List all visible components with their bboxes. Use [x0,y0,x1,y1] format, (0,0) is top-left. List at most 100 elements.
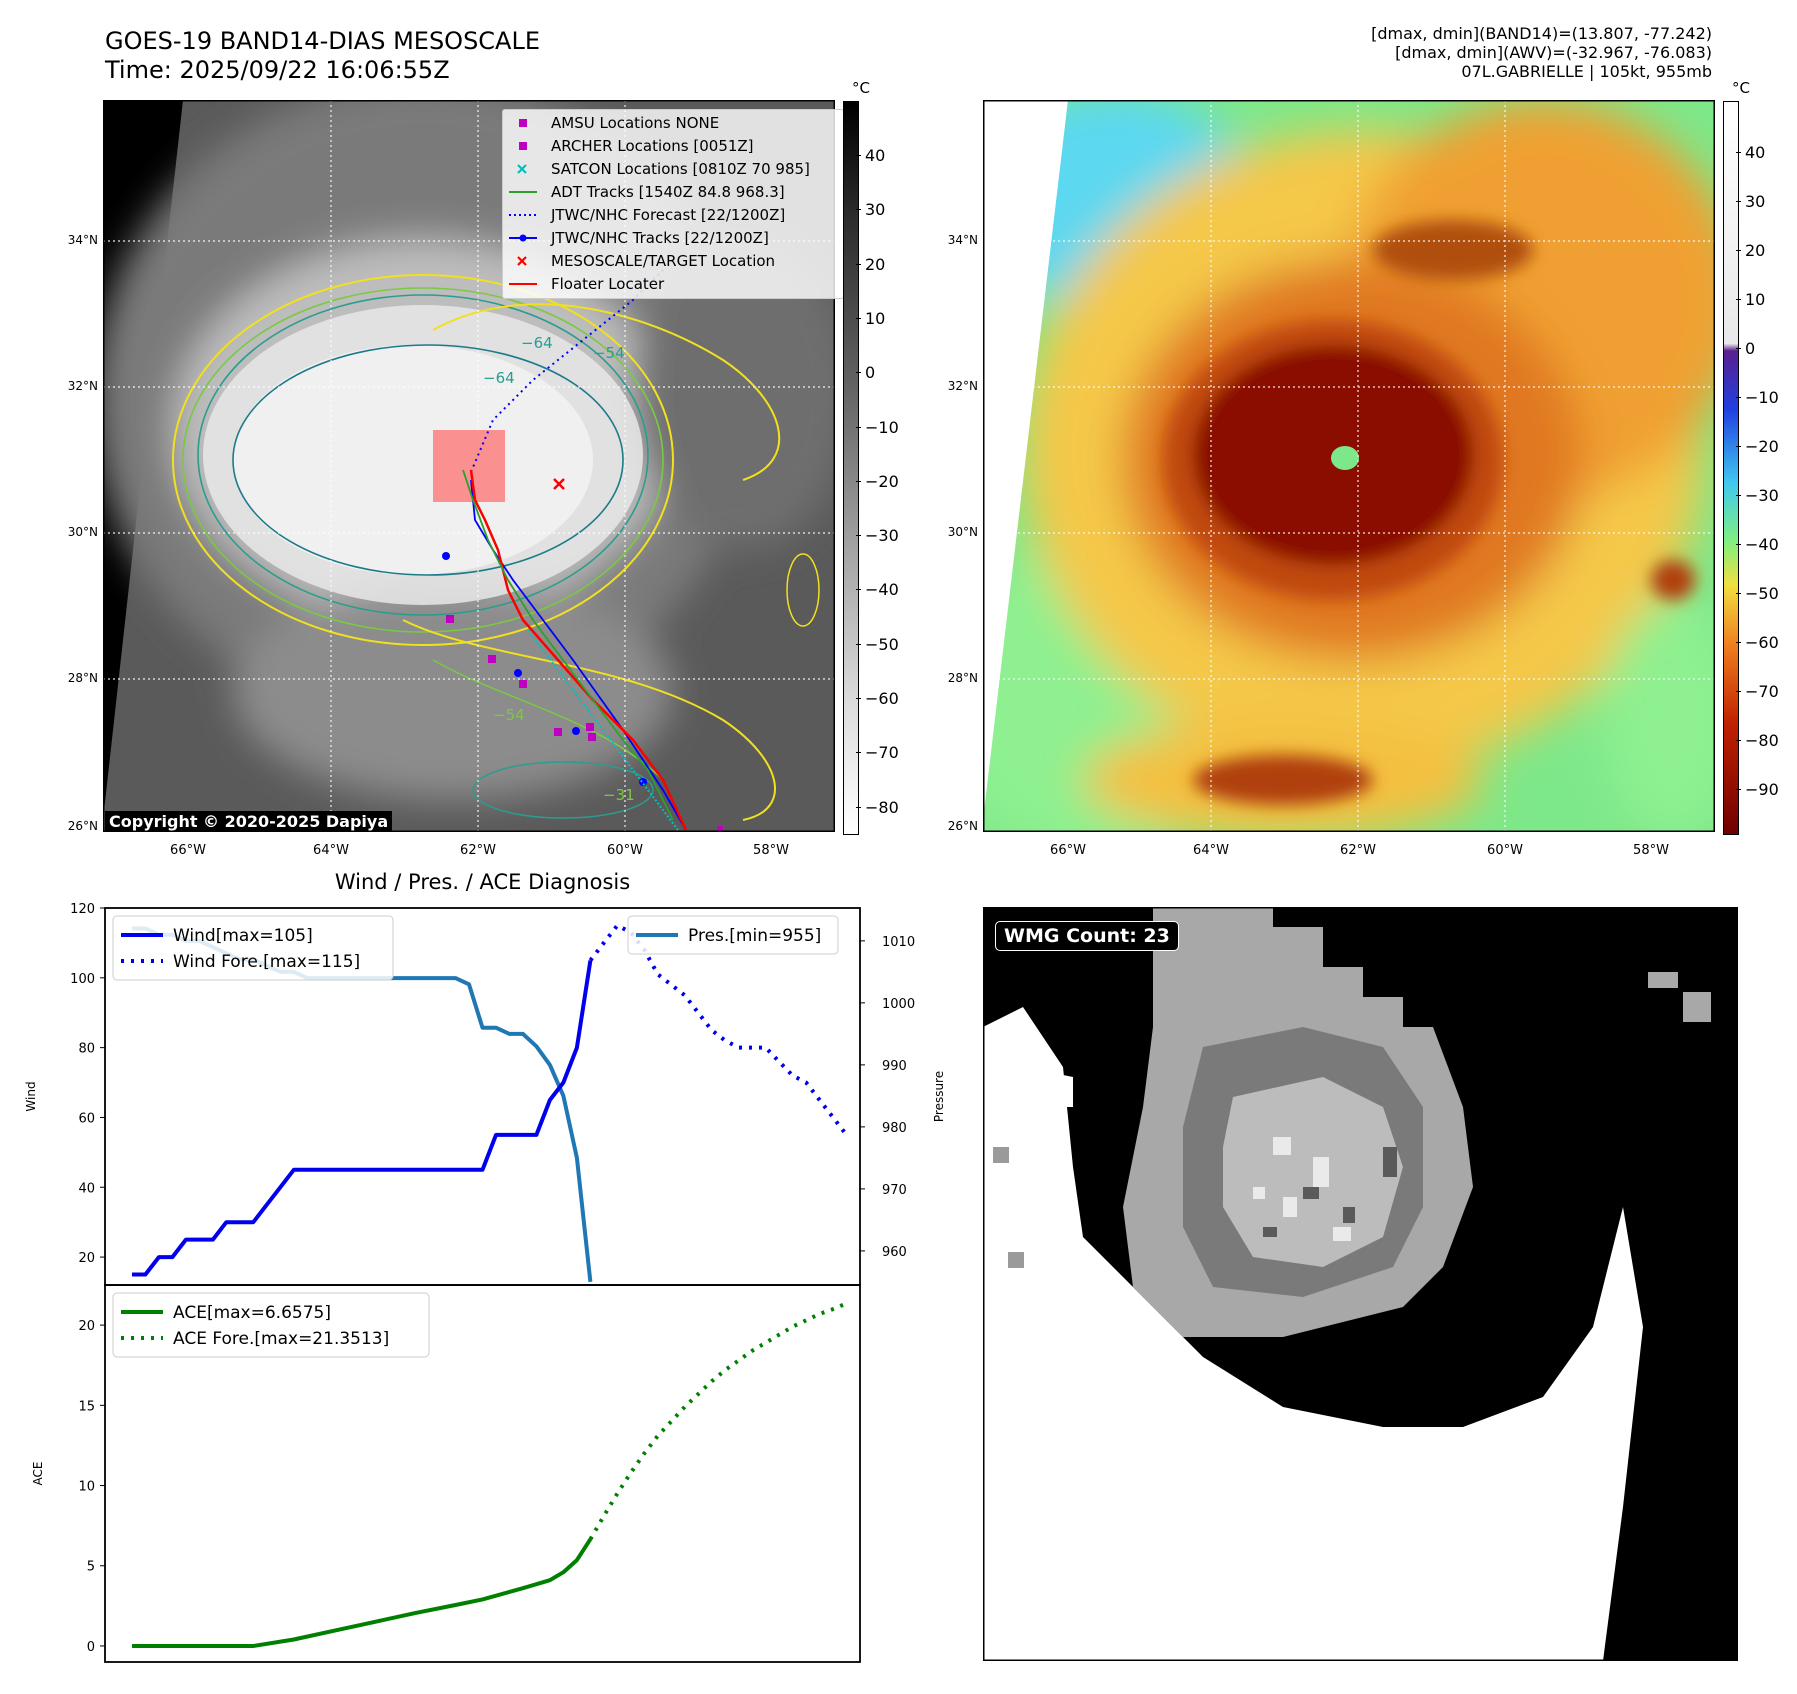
legend-item: MESOSCALE/TARGET Location [517,252,775,270]
lat-label: 26°N [67,819,98,833]
hurricane-eye [1331,446,1359,470]
y-tick-label: 15 [78,1399,95,1414]
contour-label: −31 [603,786,635,804]
legend-item: JTWC/NHC Forecast [22/1200Z] [509,206,785,224]
y-tick-label: 20 [78,1319,95,1334]
chart-legend-label: Wind[max=105] [173,926,313,946]
figure-time: Time: 2025/09/22 16:06:55Z [105,56,450,84]
legend-marker-x [517,164,527,174]
band14-lat-labels: 34°N 32°N 30°N 28°N 26°N [40,100,102,840]
lat-label: 32°N [947,379,978,393]
wind-forecast-series [588,923,849,1137]
lon-label: 62°W [460,843,496,858]
y-tick-label: 5 [87,1560,95,1575]
colorbar-tick-mark [1736,201,1741,202]
colorbar-tick-mark [856,643,861,645]
colorbar-tick-label: −70 [1745,682,1779,701]
lon-label: 60°W [1487,843,1523,858]
colorbar-tick-label: −20 [1745,437,1779,456]
contour-label: −64 [521,334,553,352]
legend-label: MESOSCALE/TARGET Location [551,252,775,270]
colorbar-tick-label: −70 [865,743,899,763]
storm-info: 07L.GABRIELLE | 105kt, 955mb [1461,62,1712,81]
legend-label: JTWC/NHC Forecast [22/1200Z] [550,206,785,224]
colorbar-tick-mark [1736,348,1741,349]
legend-marker-square [519,119,527,127]
colorbar-tick-label: 10 [1745,290,1766,309]
legend-label: ARCHER Locations [0051Z] [551,137,754,155]
colorbar-tick-mark [856,752,861,754]
colorbar-tick-mark [1736,642,1741,643]
lon-label: 58°W [1633,843,1669,858]
colorbar-tick-mark [1736,691,1741,692]
band14-colorbar-unit: °C [852,79,870,97]
colorbar-tick-mark [856,372,861,374]
legend-item: ARCHER Locations [0051Z] [519,137,754,155]
colorbar-tick-mark [856,535,861,537]
y2-tick-label: 1000 [882,997,915,1012]
lon-label: 60°W [607,843,643,858]
chart-legend: Wind[max=105] Wind Fore.[max=115] [112,915,394,981]
map-legend: AMSU Locations NONE ARCHER Locations [005… [502,109,844,299]
contour-label: −64 [483,369,515,387]
awv-stats: [dmax, dmin](AWV)=(-32.967, -76.083) [1395,43,1712,62]
awv-lon-labels: 66°W 64°W 62°W 60°W 58°W [983,843,1715,863]
lon-label: 62°W [1340,843,1376,858]
ace-plot-frame [104,1284,861,1663]
colorbar-tick-mark [856,209,861,211]
colorbar-tick-label: −10 [1745,388,1779,407]
colorbar-tick-label: −50 [1745,584,1779,603]
lon-label: 66°W [170,843,206,858]
colorbar-tick-mark [1736,740,1741,741]
ace-axis-label: ACE [31,1462,45,1486]
colorbar-tick-mark [856,317,861,319]
colorbar-tick-mark [856,698,861,699]
band14-colorbar [843,101,859,835]
ace-forecast-series [588,1301,848,1541]
lat-label: 34°N [67,233,98,247]
chart-legend: ACE[max=6.6575] ACE Fore.[max=21.3513] [112,1292,430,1358]
chart-legend-label: ACE[max=6.6575] [173,1303,331,1323]
colorbar-tick-label: −40 [865,580,899,600]
legend-marker-x [517,256,527,266]
colorbar-tick-label: −50 [865,634,899,654]
y-tick-label: 80 [78,1042,95,1057]
wmg-count-badge: WMG Count: 23 [995,921,1179,951]
colorbar-tick-label: −40 [1745,535,1779,554]
colorbar-tick-mark [856,480,861,482]
colorbar-tick-mark [856,426,861,428]
colorbar-tick-label: 30 [865,200,886,220]
pressure-axis-label: Pressure [932,1071,946,1122]
y2-tick-label: 980 [882,1121,907,1136]
awv-colorbar [1723,101,1739,835]
satcon-track [527,629,679,831]
colorbar-tick-mark [856,263,861,265]
colorbar-tick-mark [1736,250,1741,251]
lat-label: 30°N [67,525,98,539]
contour-label: −54 [593,344,625,362]
colorbar-tick-label: 0 [865,363,876,383]
legend-marker-dot [519,234,527,242]
floater-box [433,430,505,502]
colorbar-tick-label: 20 [865,254,886,274]
legend-item: Floater Locater [509,275,665,293]
colorbar-tick-label: 40 [865,146,886,165]
legend-label: AMSU Locations NONE [551,114,719,132]
colorbar-tick-label: −90 [1745,780,1779,799]
wmg-panel: WMG Count: 23 [983,907,1738,1661]
lat-label: 34°N [947,233,978,247]
figure-title: GOES-19 BAND14-DIAS MESOSCALE [105,27,541,55]
y-tick-label: 60 [78,1111,95,1126]
pressure-series [132,926,593,1283]
colorbar-tick-label: 40 [1745,143,1766,162]
colorbar-tick-mark [1736,446,1741,447]
colorbar-tick-mark [1736,152,1741,153]
adt-track [462,469,674,821]
legend-label: SATCON Locations [0810Z 70 985] [551,160,810,178]
legend-item: ADT Tracks [1540Z 84.8 968.3] [509,183,785,201]
colorbar-tick-label: −60 [865,689,899,708]
colorbar-tick-mark [856,589,861,591]
colorbar-tick-label: −30 [1745,486,1779,505]
legend-marker-square [519,142,527,150]
y-tick-label: 120 [70,902,95,917]
